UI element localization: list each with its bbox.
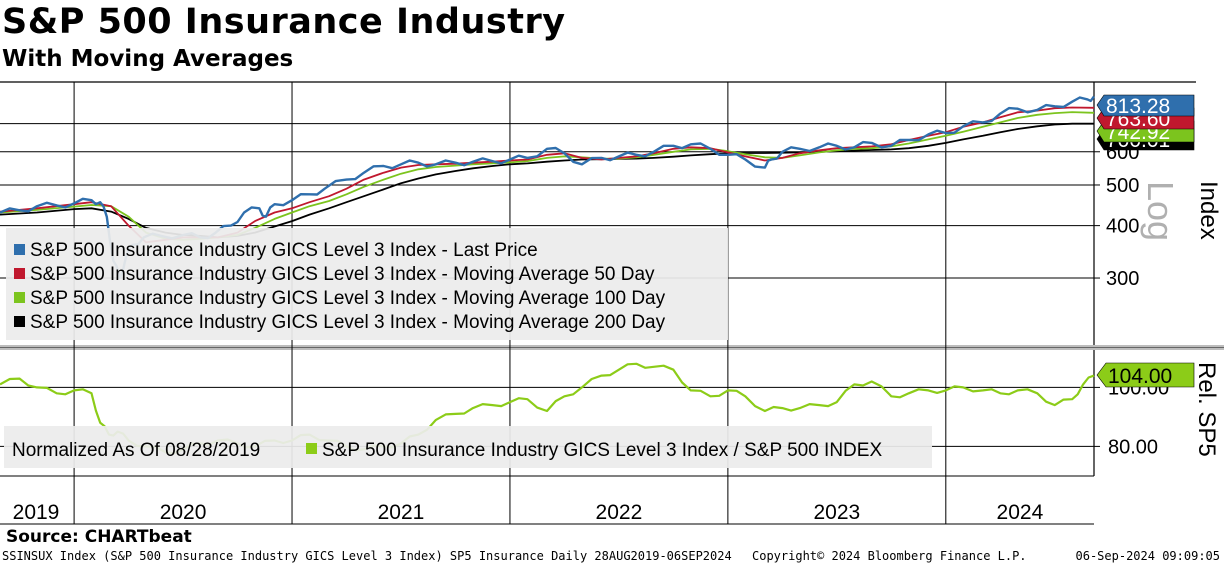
x-tick-label: 2021 <box>378 501 425 524</box>
relative-flag: 104.00 <box>1096 362 1195 388</box>
legend-swatch <box>14 244 25 255</box>
legend-swatch <box>14 292 25 303</box>
legend-swatch <box>14 316 25 327</box>
footer-timestamp: 06-Sep-2024 09:09:05 <box>1075 549 1221 563</box>
footer-copyright: Copyright© 2024 Bloomberg Finance L.P. <box>752 549 1027 563</box>
ma200-line <box>0 122 1094 239</box>
flag-shape <box>1096 94 1195 117</box>
footer-info: SSINSUX Index (S&P 500 Insurance Industr… <box>2 549 732 563</box>
legend-entry: S&P 500 Insurance Industry GICS Level 3 … <box>322 440 882 461</box>
normalized-label: Normalized As Of 08/28/2019 <box>12 440 260 461</box>
last-price-flag: 813.28 <box>1096 94 1195 118</box>
x-tick-label: 2022 <box>596 501 643 524</box>
ma50-line <box>0 106 1095 244</box>
ma100-line <box>0 111 1095 241</box>
x-tick-label: 2020 <box>160 501 207 524</box>
legend-entry: S&P 500 Insurance Industry GICS Level 3 … <box>30 264 655 285</box>
flag-shape <box>1096 362 1195 388</box>
upper-legend: S&P 500 Insurance Industry GICS Level 3 … <box>6 228 728 340</box>
y-tick-label: 300 <box>1106 268 1139 290</box>
legend-background <box>6 228 728 340</box>
y-tick-label: 500 <box>1106 175 1139 197</box>
legend-entry: S&P 500 Insurance Industry GICS Level 3 … <box>30 312 666 333</box>
source-label: Source: CHARTbeat <box>6 527 192 547</box>
log-scale-label: Log <box>1140 181 1181 241</box>
x-tick-label: 2024 <box>997 501 1044 524</box>
x-tick-label: 2019 <box>13 501 60 524</box>
legend-swatch <box>306 443 317 454</box>
rel-axis-title: Rel. SP5 <box>1193 362 1220 457</box>
legend-entry: S&P 500 Insurance Industry GICS Level 3 … <box>30 288 666 309</box>
flag-value: 813.28 <box>1106 95 1170 118</box>
y-tick-label: 400 <box>1106 216 1139 238</box>
legend-entry: S&P 500 Insurance Industry GICS Level 3 … <box>30 240 538 261</box>
y-tick-label: 80.00 <box>1108 436 1158 458</box>
lower-legend: Normalized As Of 08/28/2019 S&P 500 Insur… <box>4 426 932 468</box>
chart-title: S&P 500 Insurance Industry <box>2 2 566 42</box>
legend-swatch <box>14 268 25 279</box>
x-tick-label: 2023 <box>813 501 860 524</box>
legend-background <box>4 426 932 468</box>
y-axis-title: Index <box>1195 181 1222 240</box>
flag-value: 104.00 <box>1108 365 1172 388</box>
chart-subtitle: With Moving Averages <box>2 46 294 72</box>
